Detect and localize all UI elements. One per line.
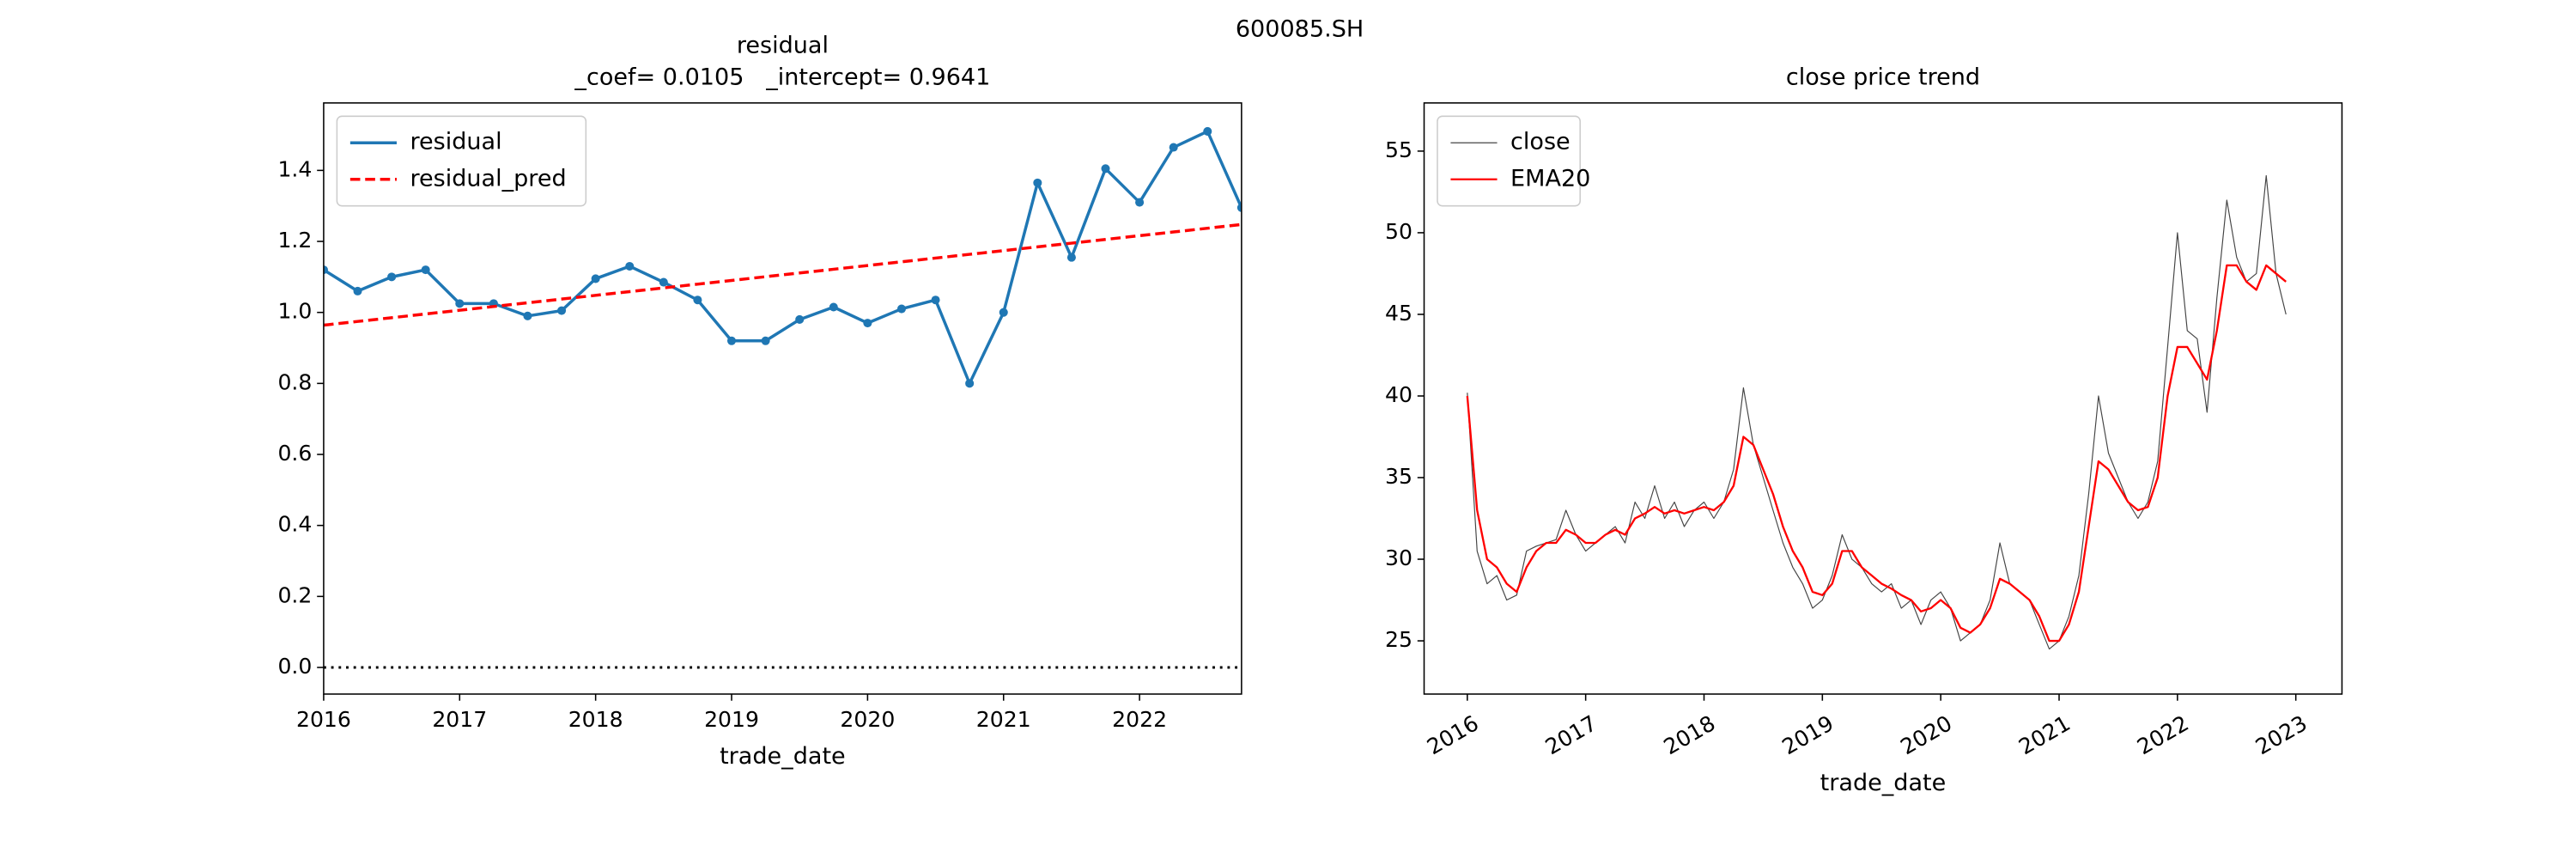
legend-box <box>336 115 587 207</box>
series-line <box>323 130 1242 386</box>
axes-frame <box>1423 102 2343 695</box>
chart-title: residual <box>737 33 829 59</box>
series-marker <box>829 302 838 312</box>
y-tick-label: 30 <box>1385 545 1413 570</box>
y-tick-label: 0.6 <box>277 441 312 466</box>
series-marker <box>1101 164 1110 174</box>
x-tick-label: 2018 <box>568 707 623 732</box>
y-tick-label: 0.4 <box>277 512 312 537</box>
plot-area <box>1466 174 2287 650</box>
chart-title: close price trend <box>1786 64 1980 90</box>
chart-subtitle: _coef= 0.0105 _intercept= 0.9641 <box>574 64 990 90</box>
x-tick-label: 2017 <box>432 707 487 732</box>
series-marker <box>557 306 567 315</box>
series-marker <box>1169 143 1178 152</box>
legend-label: EMA20 <box>1510 165 1590 192</box>
series-marker <box>761 336 770 345</box>
series-line <box>1466 264 2287 643</box>
series-marker <box>523 311 532 320</box>
y-tick-label: 1.0 <box>277 299 312 324</box>
series-marker <box>421 265 430 275</box>
x-tick-label: 2020 <box>840 707 895 732</box>
series-marker <box>1135 198 1145 207</box>
x-axis-label: trade_date <box>1820 770 1947 796</box>
y-tick-label: 25 <box>1385 627 1413 652</box>
y-tick-label: 1.2 <box>277 228 312 253</box>
series-marker <box>1236 203 1242 212</box>
series-marker <box>387 272 397 282</box>
y-tick-label: 40 <box>1385 382 1413 407</box>
legend-label: residual_pred <box>410 165 566 192</box>
x-tick-label: 2021 <box>976 707 1031 732</box>
series-marker <box>999 308 1008 317</box>
y-tick-label: 0.2 <box>277 582 312 607</box>
series-marker <box>353 286 362 295</box>
x-tick-label: 2016 <box>296 707 351 732</box>
y-tick-label: 0.0 <box>277 654 312 679</box>
series-marker <box>591 274 600 283</box>
series-marker <box>965 379 975 388</box>
y-tick-label: 50 <box>1385 219 1413 244</box>
series-marker <box>896 304 906 314</box>
series-marker <box>1203 126 1212 136</box>
y-tick-label: 55 <box>1385 137 1413 162</box>
series-marker <box>931 295 940 305</box>
y-tick-label: 1.4 <box>277 156 312 181</box>
legend-label: close <box>1510 129 1571 155</box>
series-marker <box>625 261 635 271</box>
x-tick-label: 2022 <box>1112 707 1167 732</box>
plot-area <box>323 126 1242 669</box>
series-marker <box>1066 253 1076 262</box>
series-marker <box>1033 178 1042 187</box>
y-tick-label: 45 <box>1385 301 1413 326</box>
series-marker <box>323 265 328 275</box>
series-line <box>323 222 1242 327</box>
series-marker <box>455 299 465 308</box>
series-marker <box>726 336 737 345</box>
x-tick-label: 2019 <box>704 707 759 732</box>
legend-box <box>1437 115 1581 207</box>
y-tick-label: 0.8 <box>277 369 312 394</box>
series-marker <box>863 319 872 328</box>
x-axis-label: trade_date <box>720 743 846 770</box>
legend-label: residual <box>410 129 501 155</box>
y-tick-label: 35 <box>1385 464 1413 489</box>
suptitle: 600085.SH <box>1236 15 1364 42</box>
series-marker <box>795 314 805 324</box>
series-marker <box>659 277 668 287</box>
axes-frame <box>323 102 1242 695</box>
series-marker <box>693 295 702 305</box>
